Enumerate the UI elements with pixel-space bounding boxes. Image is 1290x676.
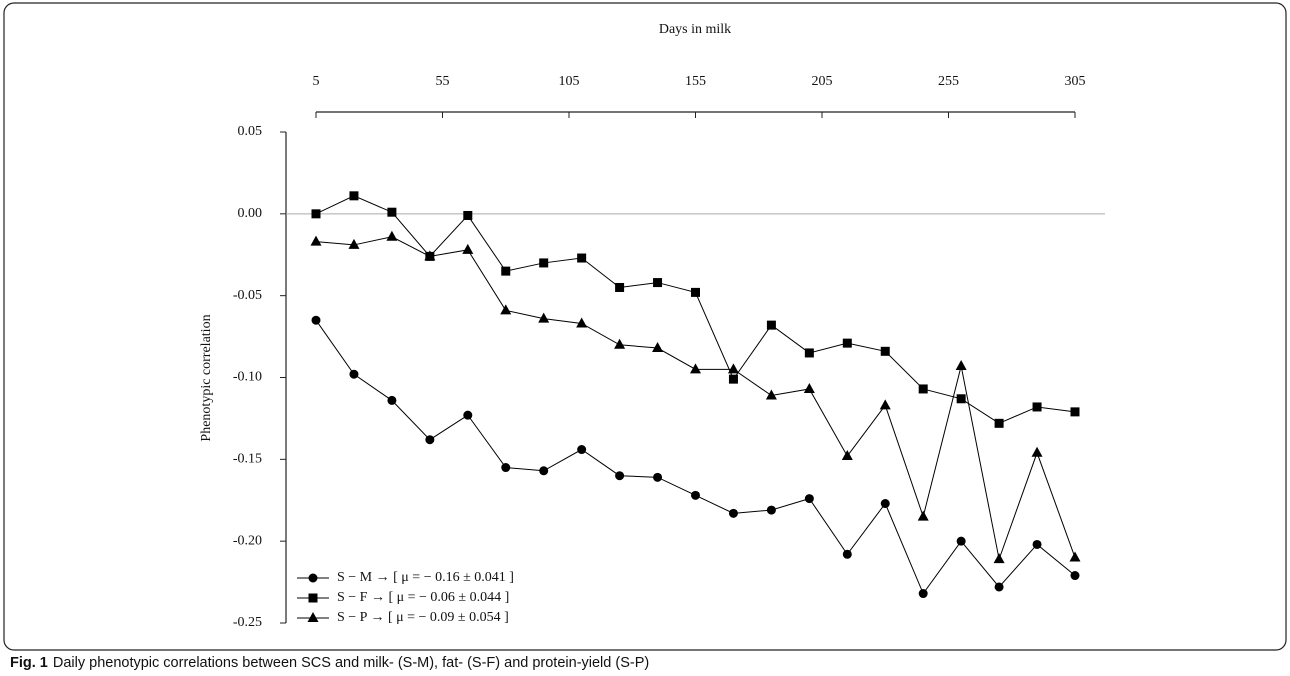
caption: Fig. 1 Daily phenotypic correlations betw… — [10, 655, 649, 671]
data-point — [1070, 571, 1080, 581]
y-tick-label: 0.00 — [238, 206, 263, 221]
data-point — [311, 209, 321, 219]
data-point — [462, 243, 474, 254]
data-point — [728, 374, 738, 384]
data-point — [1031, 446, 1043, 457]
data-point — [576, 317, 588, 328]
data-point — [765, 389, 777, 400]
data-point — [766, 320, 776, 330]
y-tick-label: -0.15 — [233, 452, 262, 467]
legend-label: S − F → [ μ = − 0.06 ± 0.044 ] — [337, 590, 509, 605]
data-point — [615, 471, 625, 481]
data-point — [917, 510, 929, 521]
x-tick-label: 105 — [559, 74, 580, 89]
x-tick-label: 155 — [685, 74, 706, 89]
data-point — [880, 499, 890, 509]
data-point — [387, 395, 397, 405]
caption-text: Daily phenotypic correlations between SC… — [53, 655, 649, 671]
x-tick-label: 205 — [812, 74, 833, 89]
data-point — [424, 250, 436, 261]
y-tick-label: 0.05 — [238, 124, 263, 139]
data-point — [425, 435, 435, 445]
data-point — [653, 278, 663, 288]
data-point — [955, 360, 967, 371]
y-tick-label: -0.25 — [233, 615, 262, 630]
data-point — [918, 384, 928, 394]
data-point — [349, 369, 359, 379]
y-axis-title: Phenotypic correlation — [199, 314, 214, 441]
legend-marker — [308, 593, 318, 603]
data-point — [956, 394, 966, 404]
data-point — [691, 287, 700, 297]
data-point — [804, 494, 814, 504]
data-point — [500, 304, 512, 315]
data-point — [386, 230, 398, 241]
y-tick-label: -0.10 — [233, 370, 262, 385]
data-point — [842, 549, 852, 559]
data-point — [918, 589, 928, 599]
data-point — [615, 282, 625, 292]
legend-label: S − M → [ μ = − 0.16 ± 0.041 ] — [337, 570, 514, 585]
data-point — [310, 235, 322, 246]
frame — [3, 2, 1287, 651]
caption-label: Fig. 1 — [10, 655, 48, 671]
data-point — [766, 505, 776, 515]
data-point — [577, 253, 587, 263]
data-point — [501, 266, 511, 276]
data-point — [879, 399, 891, 410]
x-axis-title: Days in milk — [659, 22, 731, 37]
data-point — [841, 450, 853, 461]
data-point — [994, 582, 1004, 592]
data-point — [1070, 407, 1080, 417]
data-point — [577, 445, 587, 455]
data-point — [1032, 539, 1042, 549]
data-point — [1032, 402, 1042, 412]
series-line — [315, 195, 1076, 424]
x-tick-label: 305 — [1065, 74, 1086, 89]
data-point — [501, 463, 511, 473]
data-point — [880, 346, 890, 356]
data-point — [691, 490, 700, 500]
data-point — [728, 508, 738, 518]
legend-label: S − P → [ μ = − 0.09 ± 0.054 ] — [337, 610, 509, 625]
data-point — [652, 342, 664, 353]
data-point — [463, 210, 473, 220]
data-point — [539, 258, 549, 268]
data-point — [349, 191, 359, 201]
x-tick-label: 5 — [313, 74, 320, 89]
data-point — [956, 536, 966, 546]
data-point — [539, 466, 549, 476]
data-point — [653, 472, 663, 482]
data-point — [1069, 551, 1081, 562]
y-tick-label: -0.05 — [233, 288, 262, 303]
data-point — [727, 363, 739, 374]
x-tick-label: 255 — [938, 74, 959, 89]
data-point — [842, 338, 852, 348]
legend-marker — [308, 573, 318, 583]
data-point — [993, 553, 1005, 564]
y-tick-label: -0.20 — [233, 533, 262, 548]
data-point — [803, 382, 815, 393]
data-point — [994, 418, 1004, 428]
legend-marker — [307, 612, 319, 622]
data-point — [804, 348, 814, 358]
data-point — [614, 338, 626, 349]
data-point — [311, 315, 321, 325]
data-point — [690, 363, 701, 374]
data-point — [463, 410, 473, 420]
data-point — [348, 238, 360, 249]
data-point — [387, 207, 397, 217]
x-tick-label: 55 — [436, 74, 450, 89]
data-point — [538, 312, 550, 323]
